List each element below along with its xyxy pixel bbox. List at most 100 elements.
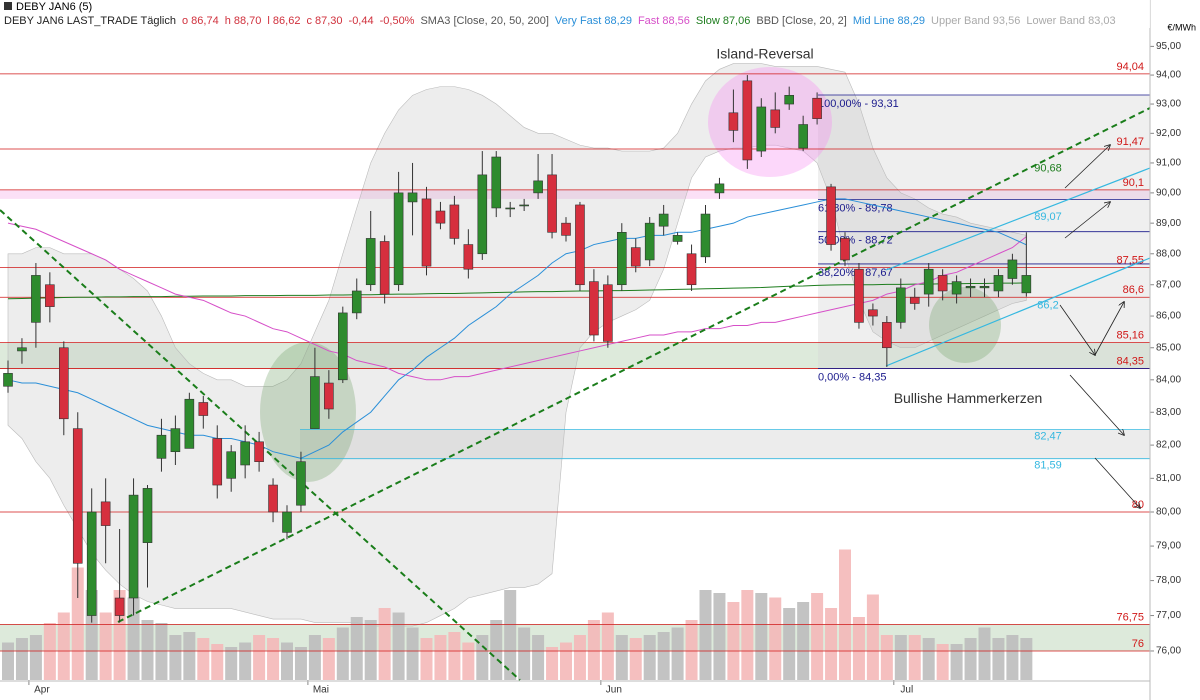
level-label: 90,1 <box>1123 177 1144 189</box>
y-tick-label: 94,00 <box>1156 70 1181 81</box>
candle-body <box>909 296 920 304</box>
volume-bar <box>169 635 182 680</box>
candle-body <box>630 247 641 267</box>
candle-body <box>351 290 362 314</box>
candle-body <box>979 285 990 289</box>
candle-body <box>519 204 529 207</box>
candle-body <box>770 109 781 128</box>
legend-item: Lower Band 83,03 <box>1026 15 1116 27</box>
candle-body <box>826 186 836 245</box>
highlight-ellipse <box>929 287 1001 363</box>
volume-bar <box>267 638 280 680</box>
candle-body <box>31 275 41 323</box>
volume-bar <box>476 635 489 680</box>
volume-bar <box>197 638 210 680</box>
level-label: 81,59 <box>1034 460 1062 472</box>
candle-body <box>449 204 460 239</box>
fib-label: 100,00% - 93,31 <box>818 98 899 110</box>
volume-bar <box>99 612 112 680</box>
candle-body <box>226 451 236 479</box>
level-label: 91,47 <box>1116 136 1144 148</box>
candle-body <box>240 441 250 466</box>
volume-bar <box>490 620 503 680</box>
level-label: 94,04 <box>1116 61 1144 73</box>
y-tick-label: 78,00 <box>1156 575 1181 586</box>
candle-body <box>1007 259 1018 279</box>
legend-item: Slow 87,06 <box>695 15 751 27</box>
level-label: 76 <box>1132 638 1144 650</box>
candle-body <box>923 268 934 295</box>
candle-body <box>658 213 669 227</box>
fib-label: 0,00% - 84,35 <box>818 371 887 383</box>
candle-body <box>686 253 697 286</box>
candle-body <box>421 198 432 267</box>
candle-body <box>937 275 948 292</box>
y-tick-label: 85,00 <box>1156 342 1181 353</box>
candle-body <box>951 281 962 295</box>
trend-label: 86,2 <box>1037 300 1058 312</box>
y-tick-label: 77,00 <box>1156 610 1181 621</box>
volume-bar <box>532 635 545 680</box>
volume-bar <box>657 632 670 680</box>
y-tick-label: 84,00 <box>1156 374 1181 385</box>
volume-bar <box>713 593 726 680</box>
volume-bar <box>894 635 907 680</box>
arrow <box>1094 302 1124 356</box>
icon <box>4 2 12 10</box>
candle-body <box>854 268 864 323</box>
candle-body <box>1021 275 1032 294</box>
candle-body <box>728 112 739 131</box>
volume-bar <box>615 635 628 680</box>
level-label: 87,55 <box>1116 255 1144 267</box>
y-tick-label: 92,00 <box>1156 128 1181 139</box>
level-label: 76,75 <box>1116 611 1144 623</box>
y-tick-label: 82,00 <box>1156 440 1181 451</box>
volume-bar <box>922 638 935 680</box>
zone <box>0 189 1150 199</box>
legend-item: -0,50% <box>379 15 415 27</box>
legend-item: o 86,74 <box>182 15 219 27</box>
volume-bar <box>406 627 419 680</box>
fib-label: 50,00% - 88,72 <box>818 235 893 247</box>
volume-bar <box>852 617 865 680</box>
cyan-zone <box>300 429 1150 459</box>
x-tick-label: Jul <box>900 685 913 696</box>
price-layer: 95,00 94,00 93,00 92,00 91,00 90,00 89,00 88,00… <box>3 41 1181 696</box>
candle-body <box>3 373 13 387</box>
candle-body <box>17 347 27 352</box>
y-tick-label: 76,00 <box>1156 646 1181 657</box>
candle-body <box>700 213 711 258</box>
volume-bar <box>936 644 949 680</box>
candle-body <box>45 284 55 307</box>
zone <box>0 342 1150 369</box>
volume-bar <box>880 635 893 680</box>
candle-body <box>72 428 83 564</box>
candle-body <box>435 210 446 224</box>
candle-body <box>86 511 97 616</box>
candle-body <box>324 382 334 410</box>
volume-bar <box>71 567 84 680</box>
candle-body <box>156 434 167 459</box>
candle-body <box>895 287 906 323</box>
volume-bar <box>434 635 447 680</box>
volume-bar <box>322 638 335 680</box>
candle-body <box>337 312 348 381</box>
legend-item: l 86,62 <box>267 15 301 27</box>
candle-body <box>184 398 195 449</box>
volume-bar <box>183 632 196 680</box>
volume-bar <box>601 612 614 680</box>
annotation: Bullishe Hammerkerzen <box>894 390 1043 406</box>
volume-bar <box>336 627 349 680</box>
volume-bar <box>350 617 363 680</box>
x-tick-label: Jun <box>606 685 622 696</box>
y-tick-label: 79,00 <box>1156 541 1181 552</box>
legend-item: c 87,30 <box>306 15 343 27</box>
candle-body <box>142 488 153 543</box>
legend-item: BBD [Close, 20, 2] <box>756 15 847 27</box>
y-tick-label: 93,00 <box>1156 99 1181 110</box>
candle-body <box>616 232 627 286</box>
candle-body <box>965 285 976 289</box>
candle-body <box>407 192 418 203</box>
candle-body <box>714 183 725 194</box>
